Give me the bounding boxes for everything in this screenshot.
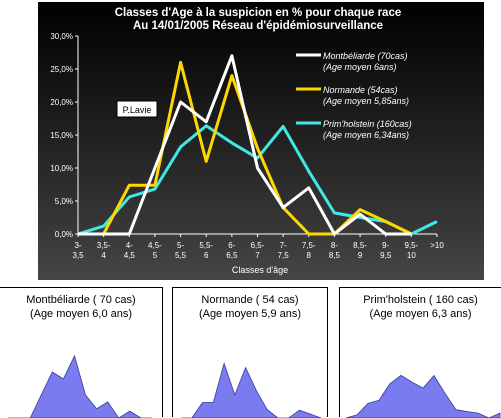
legend-sublabel: (Age moyen 5,85ans) <box>323 96 409 106</box>
x-tick-label: 7 <box>255 251 260 260</box>
y-tick-label: 25,0% <box>50 65 73 74</box>
y-tick-label: 30,0% <box>50 32 73 41</box>
x-tick-label: 9,5 <box>380 251 392 260</box>
panel-montbeliarde-title: Montbéliarde ( 70 cas) <box>26 294 136 306</box>
panel-montbeliarde-subtitle: (Age moyen 6,0 ans) <box>29 308 133 320</box>
y-tick-label: 20,0% <box>50 98 73 107</box>
x-tick-label: 9- <box>382 241 389 250</box>
panel-primholstein-subtitle: (Age moyen 6,3 ans) <box>369 308 472 320</box>
panel-normande-title: Normande ( 54 cas) <box>201 294 299 306</box>
distribution-area <box>181 362 322 418</box>
legend-sublabel: (Age moyen 6,34ans) <box>323 130 409 140</box>
x-tick-label: 6,5 <box>226 251 238 260</box>
x-tick-label: 8- <box>331 241 338 250</box>
x-tick-label: 7,5- <box>302 241 316 250</box>
y-tick-label: 5,0% <box>55 197 73 206</box>
x-tick-label: >10 <box>430 241 444 250</box>
x-tick-label: 5 <box>153 251 158 260</box>
legend-label: Normande (54cas) <box>323 85 398 95</box>
chart-background <box>38 2 484 280</box>
legend-label: Prim'holstein (160cas) <box>323 119 412 129</box>
author-annotation-label: P.Lavie <box>123 105 152 115</box>
main-chart: Classes d'Age à la suspicion en % pour c… <box>38 2 484 280</box>
x-tick-label: 6 <box>204 251 209 260</box>
x-tick-label: 4 <box>101 251 106 260</box>
y-tick-label: 0,0% <box>55 230 73 239</box>
x-tick-label: 3,5 <box>72 251 84 260</box>
series-line-2 <box>77 124 438 236</box>
x-tick-label: 4,5 <box>124 251 136 260</box>
panel-normande-area <box>181 362 322 418</box>
panel-montbeliarde: Montbéliarde ( 70 cas) (Age moyen 6,0 an… <box>0 287 163 418</box>
distribution-area <box>8 354 152 418</box>
x-tick-label: 6- <box>228 241 235 250</box>
panel-montbeliarde-area <box>8 354 152 418</box>
x-tick-label: 8 <box>307 251 312 260</box>
x-tick-label: 8,5 <box>329 251 341 260</box>
legend-label: Montbéliarde (70cas) <box>323 51 408 61</box>
distribution-area <box>345 374 501 418</box>
panel-primholstein: Prim'holstein ( 160 cas) (Age moyen 6,3 … <box>339 287 501 418</box>
panel-primholstein-area <box>345 374 501 418</box>
author-annotation: P.Lavie <box>116 100 158 118</box>
x-tick-label: 9 <box>358 251 363 260</box>
x-tick-label: 3,5- <box>97 241 111 250</box>
x-tick-label: 7- <box>280 241 287 250</box>
series-line-0 <box>78 54 412 236</box>
panel-primholstein-title: Prim'holstein ( 160 cas) <box>363 294 478 306</box>
x-tick-label: 5- <box>177 241 184 250</box>
x-tick-label: 6,5- <box>251 241 265 250</box>
chart-subtitle: Au 14/01/2005 Réseau d'épidémiosurveilla… <box>133 20 383 32</box>
x-tick-label: 8,5- <box>353 241 367 250</box>
y-tick-label: 15,0% <box>50 131 73 140</box>
y-tick-label: 10,0% <box>50 164 73 173</box>
x-tick-label: 5,5 <box>175 251 187 260</box>
x-tick-label: 10 <box>407 251 416 260</box>
x-tick-label: 5,5- <box>199 241 213 250</box>
panel-normande-subtitle: (Age moyen 5,9 ans) <box>198 308 302 320</box>
x-tick-label: 3- <box>74 241 81 250</box>
x-tick-label: 7,5 <box>278 251 290 260</box>
x-tick-label: 9,5- <box>404 241 418 250</box>
chart-title: Classes d'Age à la suspicion en % pour c… <box>115 7 402 19</box>
panel-normande: Normande ( 54 cas) (Age moyen 5,9 ans) <box>172 287 328 418</box>
legend-sublabel: (Age moyen 6ans) <box>323 62 397 72</box>
x-tick-label: 4,5- <box>148 241 162 250</box>
x-tick-label: 4- <box>126 241 133 250</box>
x-axis-label: Classes d'âge <box>232 265 288 275</box>
